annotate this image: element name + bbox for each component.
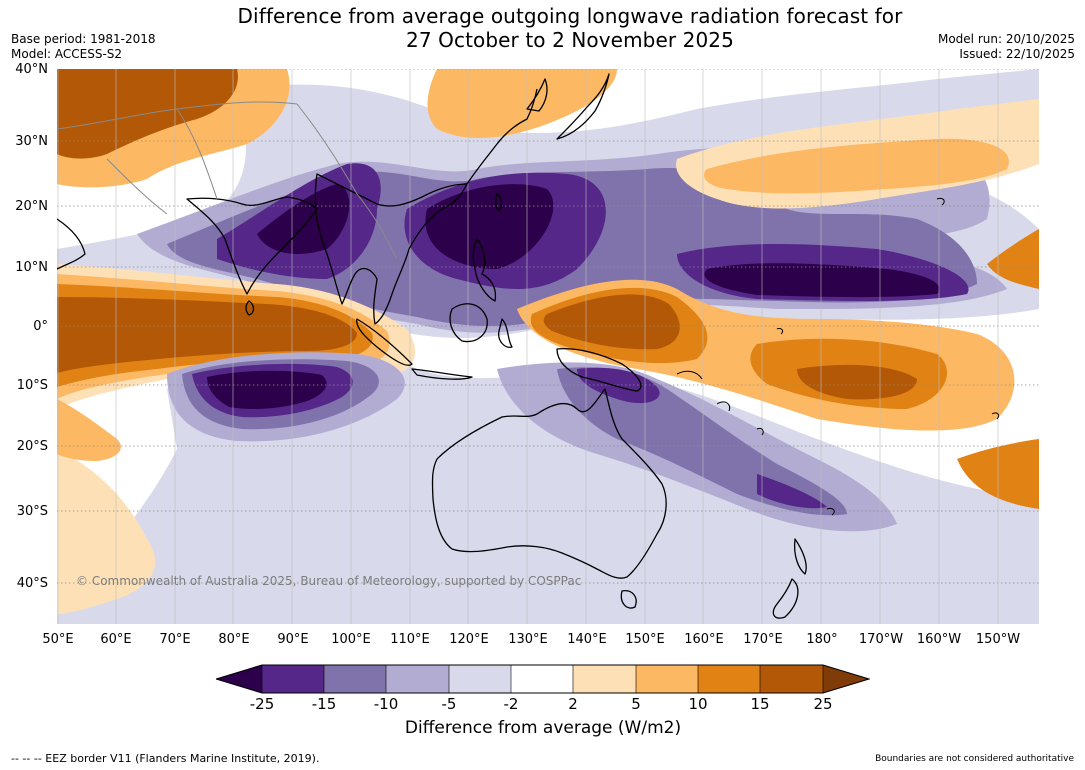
lat-label-30s: 30°S — [16, 504, 48, 519]
anomaly-p25-pacific — [543, 294, 917, 400]
coast-java — [411, 368, 473, 380]
eez-note: -- -- -- EEZ border V11 (Flanders Marine… — [11, 752, 320, 765]
coast-se-asia — [314, 173, 468, 325]
colorbar-tick-n15: -15 — [311, 695, 337, 713]
colorbar-n2-2 — [511, 665, 573, 693]
lon-label-140e: 140°E — [567, 632, 607, 647]
lat-label-10s: 10°S — [16, 378, 48, 393]
model-run: Model run: 20/10/2025 — [937, 32, 1075, 46]
lon-label-80e: 80°E — [218, 632, 250, 647]
anomaly-p25-indian — [57, 297, 357, 373]
base-period: Base period: 1981-2018 — [11, 32, 156, 46]
country-borders — [57, 101, 398, 260]
colorbar-tick-p25: 25 — [813, 695, 833, 713]
colorbar-under — [216, 665, 262, 693]
coast-arabia — [57, 218, 86, 270]
colorbar-svg — [214, 664, 871, 694]
coast-borneo — [449, 303, 488, 343]
colorbar-tick-n25: -25 — [249, 695, 275, 713]
olr-anomaly-map — [57, 69, 1039, 624]
lon-label-130e: 130°E — [508, 632, 548, 647]
colorbar-tick-p2: 2 — [568, 695, 578, 713]
coast-japan — [556, 73, 610, 140]
lon-label-50e: 50°E — [42, 632, 74, 647]
anomaly-n15-spcz — [557, 367, 847, 516]
coast-new-zealand — [772, 538, 807, 619]
lon-label-150e: 150°E — [625, 632, 665, 647]
lon-label-160e: 160°E — [684, 632, 724, 647]
anomaly-p5-sw — [57, 449, 156, 614]
coast-china — [466, 88, 538, 185]
lon-label-60e: 60°E — [100, 632, 132, 647]
lon-label-100e: 100°E — [331, 632, 371, 647]
coast-taiwan — [495, 193, 503, 212]
meta-right: Model run: 20/10/2025 Issued: 22/10/2025 — [938, 32, 1075, 62]
coast-sri-lanka — [245, 300, 255, 316]
colorbar-n15-10 — [324, 665, 386, 693]
lon-label-160w: 160°W — [916, 632, 962, 647]
anomaly-p5-sw-2 — [57, 399, 121, 461]
boundaries-note: Boundaries are not considered authoritat… — [875, 754, 1074, 764]
colorbar-dividers — [261, 665, 824, 693]
coast-sulawesi — [498, 318, 513, 348]
lat-label-40n: 40°N — [15, 62, 48, 77]
colorbar-n10-5 — [386, 665, 449, 693]
map-canvas — [57, 69, 1039, 624]
colorbar-over — [823, 665, 869, 693]
lat-label-20n: 20°N — [15, 199, 48, 214]
copyright-notice: © Commonwealth of Australia 2025, Bureau… — [76, 574, 582, 588]
lon-label-170e: 170°E — [743, 632, 783, 647]
lon-label-120e: 120°E — [449, 632, 489, 647]
colorbar-tick-p5: 5 — [631, 695, 641, 713]
colorbar-p2-5 — [573, 665, 636, 693]
anomaly-p10-ne-pacific — [704, 138, 1009, 194]
anomaly-under-south — [207, 370, 327, 409]
lon-label-180: 180° — [806, 632, 838, 647]
coast-sumatra — [356, 318, 413, 366]
lon-label-170w: 170°W — [858, 632, 904, 647]
colorbar-label: Difference from average (W/m2) — [404, 718, 682, 738]
issued-date: Issued: 22/10/2025 — [959, 47, 1075, 61]
anomaly-p-japan — [427, 69, 617, 139]
coast-new-guinea — [556, 348, 642, 392]
colorbar-p5-10 — [636, 665, 698, 693]
colorbar-p10-15 — [698, 665, 760, 693]
anomaly-n25-spcz — [577, 367, 827, 509]
lon-label-150w: 150°W — [975, 632, 1021, 647]
lon-label-110e: 110°E — [390, 632, 430, 647]
colorbar-tick-p15: 15 — [750, 695, 770, 713]
model-name: Model: ACCESS-S2 — [11, 47, 123, 61]
meridians — [57, 69, 999, 624]
colorbar-p15-25 — [760, 665, 823, 693]
colorbar-tick-n5: -5 — [441, 695, 457, 713]
title-line-2: 27 October to 2 November 2025 — [406, 28, 734, 52]
lat-label-10n: 10°N — [15, 260, 48, 275]
anomaly-under-north — [257, 184, 940, 298]
title-line-1: Difference from average outgoing longwav… — [237, 4, 903, 28]
meta-left: Base period: 1981-2018 Model: ACCESS-S2 — [11, 32, 156, 62]
colorbar — [214, 664, 871, 694]
coast-india — [186, 196, 318, 295]
coast-korea — [526, 78, 548, 112]
map-title: Difference from average outgoing longwav… — [0, 4, 1085, 52]
lat-label-30n: 30°N — [15, 134, 48, 149]
colorbar-n25-15 — [262, 665, 324, 693]
colorbar-tick-n2: -2 — [503, 695, 519, 713]
lat-label-0: 0° — [33, 319, 48, 334]
lat-label-40s: 40°S — [16, 576, 48, 591]
lon-label-70e: 70°E — [159, 632, 191, 647]
colorbar-tick-n10: -10 — [373, 695, 399, 713]
coastlines — [57, 73, 1000, 619]
lon-label-90e: 90°E — [277, 632, 309, 647]
pacific-islands — [676, 198, 1000, 516]
colorbar-tick-p10: 10 — [688, 695, 708, 713]
coast-australia — [431, 388, 667, 579]
coast-tasmania — [620, 590, 637, 609]
lat-label-20s: 20°S — [16, 439, 48, 454]
colorbar-n5-2 — [449, 665, 511, 693]
coast-philippines — [472, 238, 497, 302]
